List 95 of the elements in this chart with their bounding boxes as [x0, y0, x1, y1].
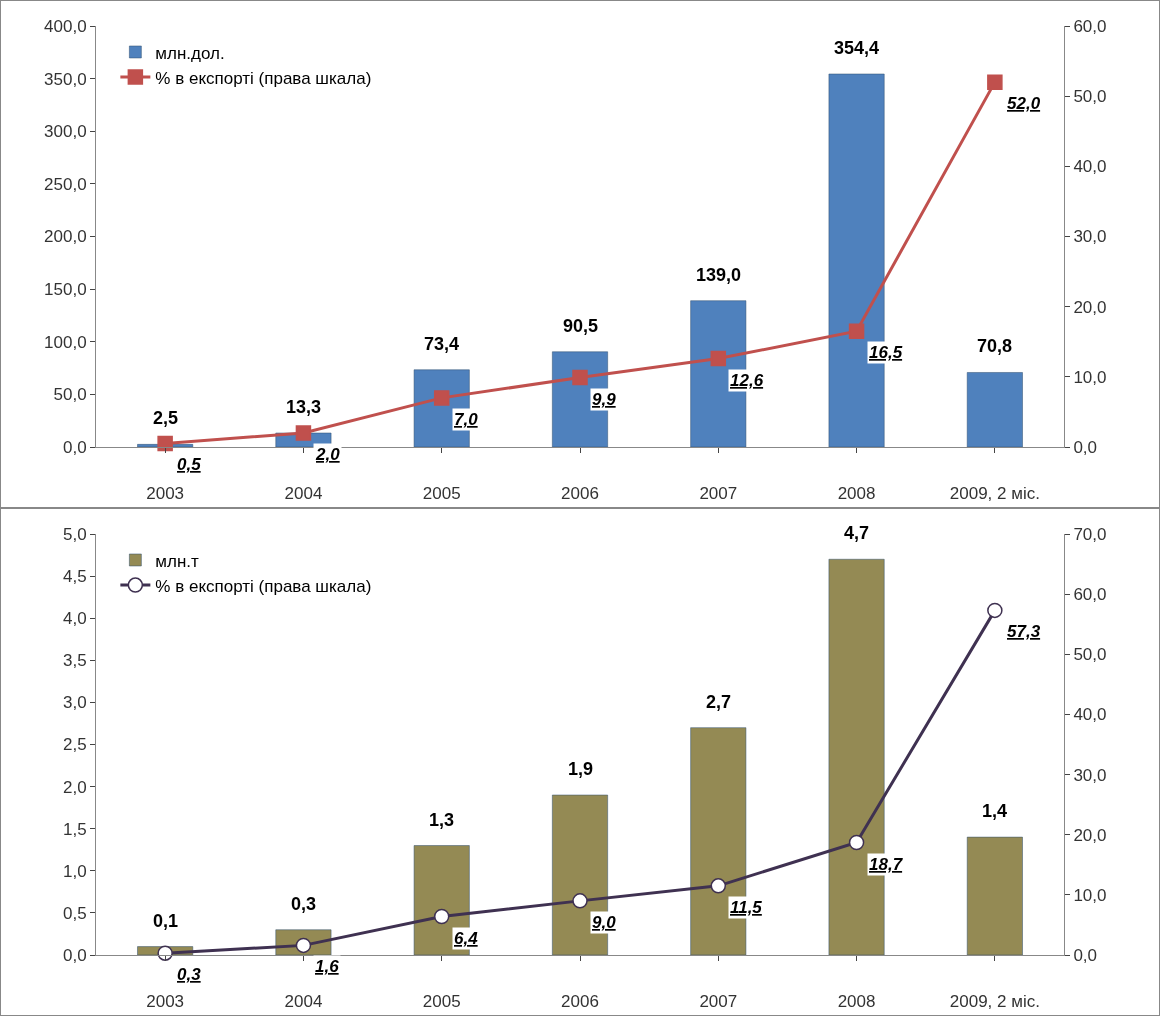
point — [987, 602, 1003, 619]
x-tick-label: 2005 — [422, 992, 461, 1012]
y-tick-label: 4,5 — [62, 567, 87, 587]
y2-tick-label: 70,0 — [1073, 524, 1107, 544]
x-tick-label: 2007 — [699, 992, 738, 1012]
data-label: 2,5 — [153, 408, 179, 428]
y2-tick-label: 30,0 — [1073, 765, 1107, 785]
point — [710, 878, 727, 894]
y2-tick-label: 30,0 — [1073, 227, 1107, 247]
data-label: 1,4 — [982, 801, 1008, 821]
y-tick-label: 150,0 — [44, 280, 87, 300]
point — [433, 390, 450, 406]
y-tick-label: 0,0 — [62, 945, 87, 965]
data-label: 52,0 — [1007, 94, 1041, 113]
y2-tick-label: 10,0 — [1073, 367, 1107, 387]
y2-tick-label: 40,0 — [1073, 705, 1107, 725]
y-tick-label: 3,5 — [62, 651, 87, 671]
y2-tick-label: 40,0 — [1073, 157, 1107, 177]
point — [848, 323, 865, 339]
x-tick-label: 2004 — [284, 992, 323, 1012]
y2-tick-label: 50,0 — [1073, 87, 1107, 107]
point — [157, 435, 173, 452]
point — [572, 893, 588, 909]
data-label: 11,5 — [730, 898, 763, 917]
data-label: 139,0 — [696, 265, 742, 285]
y2-tick-label: 10,0 — [1073, 885, 1107, 905]
y-tick-label: 300,0 — [44, 122, 87, 142]
x-tick-label: 2004 — [284, 484, 323, 504]
x-tick-label: 2009, 2 міс. — [949, 992, 1040, 1012]
bar — [966, 836, 1023, 955]
x-tick-label: 2008 — [837, 992, 876, 1012]
data-label: 90,5 — [563, 316, 599, 336]
data-label: 18,7 — [869, 855, 904, 874]
y-tick-label: 0,0 — [62, 437, 87, 457]
y2-tick-label: 60,0 — [1073, 585, 1107, 605]
y-tick-label: 0,5 — [62, 903, 87, 923]
x-tick-label: 2003 — [146, 992, 185, 1012]
point — [433, 908, 450, 925]
y-tick-label: 50,0 — [53, 385, 87, 405]
legend-label: млн.т — [155, 551, 200, 571]
data-label: 0,1 — [153, 911, 179, 931]
data-label: 1,9 — [568, 759, 594, 779]
y-tick-label: 1,0 — [62, 861, 87, 881]
data-label: 7,0 — [454, 410, 479, 429]
y-tick-label: 2,0 — [62, 777, 87, 797]
x-tick-label: 2006 — [561, 992, 599, 1012]
point — [295, 425, 312, 441]
legend-label: % в експорті (права шкала) — [155, 576, 372, 596]
y-tick-label: 400,0 — [44, 16, 87, 36]
data-label: 57,3 — [1007, 622, 1041, 641]
point — [987, 74, 1003, 90]
data-label: 0,3 — [291, 894, 317, 914]
y-tick-label: 200,0 — [44, 227, 87, 247]
bar — [966, 372, 1023, 447]
y-tick-label: 350,0 — [44, 69, 87, 89]
x-tick-label: 2009, 2 міс. — [949, 484, 1040, 504]
y2-tick-label: 0,0 — [1073, 945, 1098, 965]
data-label: 1,3 — [429, 810, 455, 830]
y-tick-label: 2,5 — [62, 735, 87, 755]
y2-tick-label: 0,0 — [1073, 437, 1098, 457]
x-tick-label: 2005 — [422, 484, 461, 504]
data-label: 13,3 — [286, 397, 322, 417]
y-tick-label: 5,0 — [62, 524, 87, 544]
point — [572, 369, 588, 386]
y-tick-label: 4,0 — [62, 609, 87, 629]
data-label: 1,6 — [315, 957, 340, 976]
data-label: 0,3 — [177, 965, 202, 984]
data-label: 4,7 — [844, 523, 870, 543]
data-label: 70,8 — [977, 336, 1013, 356]
data-label: 12,6 — [730, 371, 764, 390]
y2-tick-label: 50,0 — [1073, 645, 1107, 665]
y-tick-label: 3,0 — [62, 693, 87, 713]
point — [710, 350, 727, 367]
data-label: 16,5 — [869, 343, 903, 362]
y2-tick-label: 20,0 — [1073, 825, 1107, 845]
x-tick-label: 2007 — [699, 484, 738, 504]
legend-label: % в експорті (права шкала) — [155, 68, 372, 88]
x-tick-label: 2003 — [146, 484, 185, 504]
legend-label: млн.дол. — [155, 43, 225, 63]
x-tick-label: 2008 — [837, 484, 876, 504]
x-tick-label: 2006 — [561, 484, 599, 504]
y2-tick-label: 20,0 — [1073, 297, 1107, 317]
y-tick-label: 100,0 — [44, 332, 87, 352]
data-label: 9,9 — [592, 390, 617, 409]
data-label: 73,4 — [424, 334, 460, 354]
y-tick-label: 1,5 — [62, 819, 87, 839]
data-label: 354,4 — [834, 38, 880, 58]
data-label: 6,4 — [454, 929, 479, 948]
y-tick-label: 250,0 — [44, 174, 87, 194]
data-label: 0,5 — [177, 455, 202, 474]
data-label: 9,0 — [592, 913, 617, 932]
y2-tick-label: 60,0 — [1073, 16, 1107, 36]
data-label: 2,0 — [315, 445, 341, 464]
data-label: 2,7 — [706, 692, 732, 712]
point — [848, 834, 865, 851]
